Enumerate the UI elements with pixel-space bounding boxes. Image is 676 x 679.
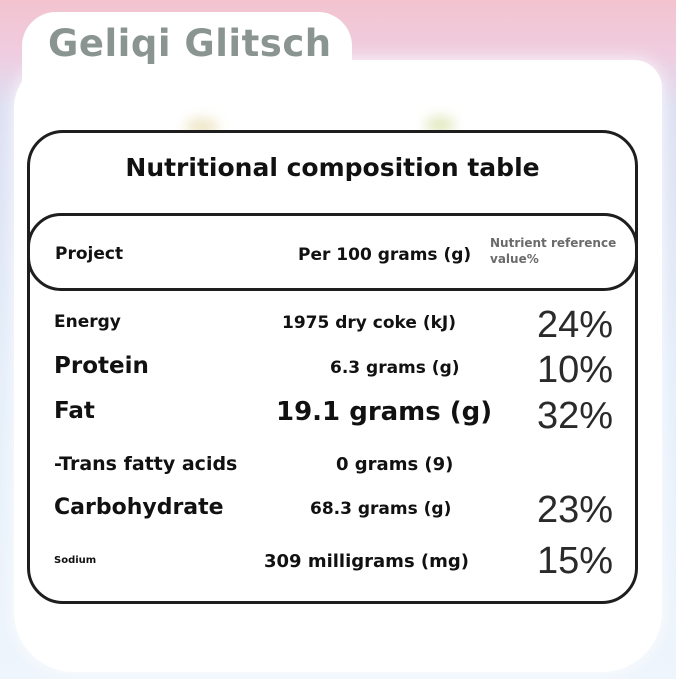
header-nrv: Nutrient reference value% [490, 236, 617, 266]
table-title: Nutritional composition table [125, 153, 540, 182]
row-name-fat: Fat [54, 398, 95, 424]
row-name-protein: Protein [54, 353, 149, 379]
row-amount-trans-fat: 0 grams (9) [336, 454, 454, 475]
decorative-blob [425, 116, 455, 134]
row-name-carbohydrate: Carbohydrate [54, 495, 224, 520]
brand-title: Geliqi Glitsch [48, 22, 332, 65]
row-nrv-energy: 24% [536, 304, 613, 346]
table-header-row: Project Per 100 grams (g) Nutrient refer… [30, 213, 635, 291]
row-amount-protein: 6.3 grams (g) [330, 358, 460, 378]
row-amount-energy: 1975 dry coke (kJ) [282, 313, 457, 333]
nutrition-table: Nutritional composition table Project Pe… [27, 130, 638, 604]
row-amount-carbohydrate: 68.3 grams (g) [310, 499, 452, 519]
row-name-sodium: Sodium [54, 555, 97, 566]
header-per-100g: Per 100 grams (g) [298, 245, 472, 265]
row-amount-fat: 19.1 grams (g) [276, 397, 493, 427]
row-name-energy: Energy [54, 312, 121, 332]
row-amount-sodium: 309 milligrams (mg) [264, 551, 470, 572]
header-project: Project [55, 244, 124, 264]
row-nrv-protein: 10% [536, 349, 613, 391]
row-nrv-carbohydrate: 23% [536, 489, 613, 531]
row-nrv-sodium: 15% [536, 540, 613, 582]
row-name-trans-fat: -Trans fatty acids [54, 453, 238, 475]
row-nrv-fat: 32% [536, 395, 613, 437]
